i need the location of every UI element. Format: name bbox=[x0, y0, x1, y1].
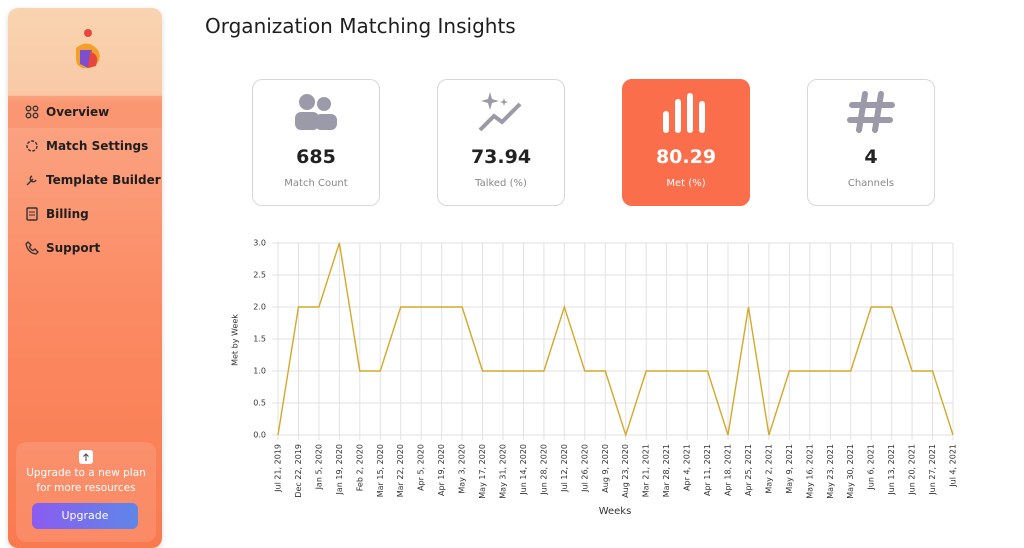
stat-card[interactable]: 80.29 Met (%) bbox=[622, 79, 750, 206]
x-tick-label: Apr 11, 2021 bbox=[703, 444, 712, 496]
nav-item[interactable]: Template Builder bbox=[8, 164, 162, 196]
x-tick-label: May 31, 2020 bbox=[499, 444, 508, 499]
icon bbox=[79, 450, 93, 464]
upgrade-button[interactable]: Upgrade bbox=[32, 503, 138, 529]
x-tick-label: Jun 14, 2020 bbox=[519, 444, 528, 496]
x-axis-title: Weeks bbox=[599, 506, 632, 517]
y-tick-label: 2.0 bbox=[253, 303, 266, 312]
x-tick-label: May 2, 2021 bbox=[764, 444, 773, 494]
x-tick-label: Apr 18, 2021 bbox=[724, 444, 733, 496]
sidebar: Overview Match Settings Template Builder… bbox=[8, 8, 162, 548]
nav-label: Template Builder bbox=[46, 173, 161, 187]
x-tick-label: Jun 6, 2021 bbox=[867, 444, 876, 491]
x-tick-label: May 16, 2021 bbox=[805, 444, 814, 499]
nav-item[interactable]: Overview bbox=[8, 96, 162, 128]
x-tick-label: Apr 19, 2020 bbox=[437, 444, 446, 496]
page-title: Organization Matching Insights bbox=[205, 14, 516, 38]
y-tick-label: 0.0 bbox=[253, 431, 266, 440]
stat-card[interactable]: 73.94 Talked (%) bbox=[437, 79, 565, 206]
x-tick-label: Mar 28, 2021 bbox=[662, 444, 671, 497]
stat-value: 4 bbox=[864, 146, 878, 168]
icon bbox=[25, 241, 39, 255]
upgrade-panel: Upgrade to a new plan for more resources… bbox=[16, 442, 156, 542]
y-tick-label: 1.5 bbox=[253, 335, 266, 344]
y-tick-label: 0.5 bbox=[253, 399, 266, 408]
stat-value: 73.94 bbox=[470, 146, 532, 168]
stat-value: 685 bbox=[296, 146, 336, 168]
x-tick-label: May 23, 2021 bbox=[826, 444, 835, 499]
x-tick-label: May 9, 2021 bbox=[785, 444, 794, 494]
x-tick-label: Aug 9, 2020 bbox=[601, 444, 610, 493]
stat-label: Channels bbox=[847, 178, 895, 189]
icon bbox=[25, 105, 39, 119]
x-tick-label: Feb 2, 2020 bbox=[355, 444, 364, 491]
stat-value: 80.29 bbox=[655, 146, 717, 168]
chart: Met by Week Weeks 0.0 0.5 1.0 1.5 2.0 2.5 3.0 J… bbox=[231, 239, 958, 518]
upgrade-text: Upgrade to a new plan for more resources bbox=[26, 467, 146, 494]
stat-card[interactable]: 4 Channels bbox=[807, 79, 935, 206]
icon bbox=[26, 140, 38, 152]
nav-label: Overview bbox=[46, 105, 110, 119]
stat-label: Talked (%) bbox=[475, 178, 527, 189]
icon bbox=[26, 207, 38, 221]
nav-label: Billing bbox=[46, 207, 89, 221]
x-tick-label: Apr 25, 2021 bbox=[744, 444, 753, 496]
x-tick-label: Mar 22, 2020 bbox=[396, 444, 405, 497]
x-tick-label: May 30, 2021 bbox=[846, 444, 855, 499]
x-tick-label: Dec 22, 2019 bbox=[294, 444, 303, 498]
x-tick-label: Jun 28, 2020 bbox=[539, 444, 548, 496]
x-tick-label: Jul 12, 2020 bbox=[560, 444, 569, 493]
x-tick-label: Jun 27, 2021 bbox=[928, 444, 937, 496]
y-tick-label: 1.0 bbox=[253, 367, 266, 376]
icon bbox=[295, 94, 337, 130]
x-tick-label: Jan 19, 2020 bbox=[335, 444, 344, 496]
x-tick-label: Mar 21, 2021 bbox=[642, 444, 651, 497]
stat-label: Met (%) bbox=[666, 178, 706, 189]
icon bbox=[478, 92, 522, 132]
x-tick-label: Aug 23, 2020 bbox=[621, 444, 630, 498]
x-tick-label: Jul 21, 2019 bbox=[274, 444, 283, 493]
nav-item[interactable]: Billing bbox=[8, 198, 162, 230]
x-tick-label: May 3, 2020 bbox=[458, 444, 467, 494]
y-tick-label: 2.5 bbox=[253, 271, 266, 280]
icon bbox=[847, 91, 895, 133]
nav-label: Support bbox=[46, 241, 101, 255]
logo[interactable] bbox=[68, 28, 108, 74]
page: {"sidebar":{"nav":["Overview","Match Set… bbox=[8, 8, 958, 548]
x-tick-label: May 17, 2020 bbox=[478, 444, 487, 499]
stat-label: Match Count bbox=[284, 178, 348, 189]
icon bbox=[663, 93, 705, 133]
x-tick-label: Apr 4, 2021 bbox=[683, 444, 692, 491]
nav-item[interactable]: Match Settings bbox=[8, 130, 162, 162]
x-tick-label: Jul 26, 2020 bbox=[580, 444, 589, 493]
nav-label: Match Settings bbox=[46, 139, 149, 153]
x-tick-label: Jun 20, 2021 bbox=[908, 444, 917, 496]
y-axis-title: Met by Week bbox=[231, 314, 240, 366]
x-tick-label: Jul 4, 2021 bbox=[949, 444, 958, 488]
icon bbox=[26, 175, 37, 186]
x-tick-label: Jun 13, 2021 bbox=[887, 444, 896, 496]
line bbox=[277, 242, 954, 438]
x-tick-label: Apr 5, 2020 bbox=[417, 444, 426, 491]
x-tick-label: Mar 15, 2020 bbox=[376, 444, 385, 497]
y-tick-label: 3.0 bbox=[253, 239, 266, 248]
x-tick-label: Jan 5, 2020 bbox=[314, 444, 323, 490]
nav-item[interactable]: Support bbox=[8, 232, 162, 264]
stat-card[interactable]: 685 Match Count bbox=[252, 79, 380, 206]
